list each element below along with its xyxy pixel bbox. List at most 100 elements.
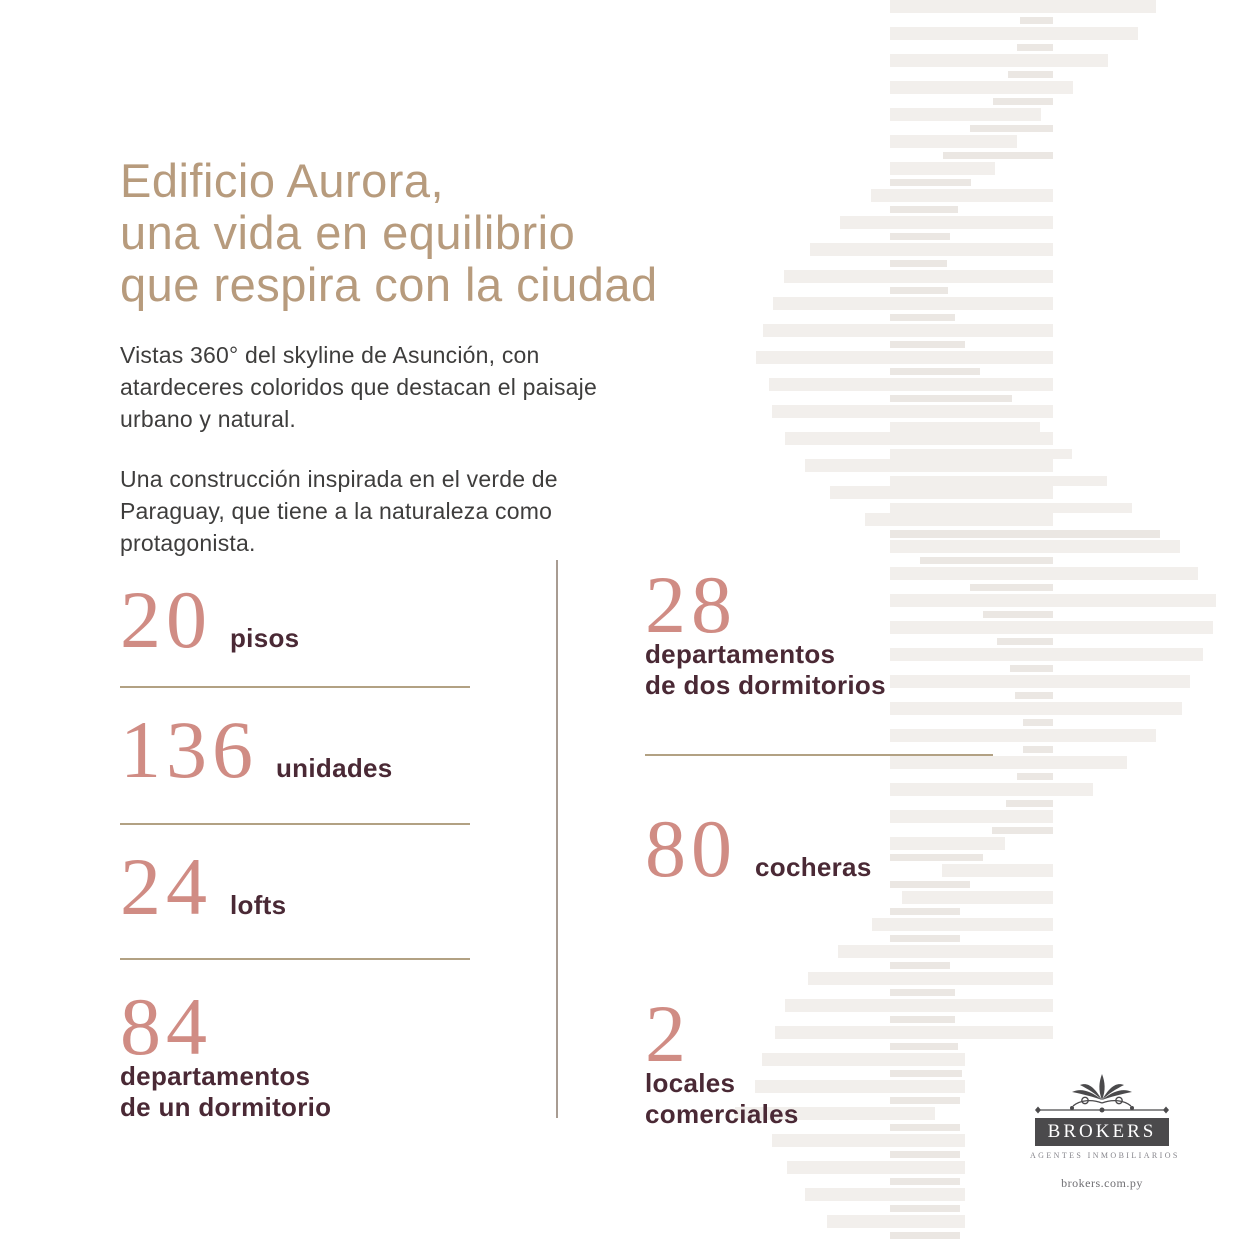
decor-bar <box>983 611 1053 618</box>
decor-bar <box>902 891 1053 904</box>
stat-value: 28 <box>645 559 737 650</box>
decor-bar <box>890 881 970 888</box>
stat-lofts: 24 lofts <box>120 846 287 928</box>
decor-bar <box>890 854 983 861</box>
stat-value: 80 <box>645 803 737 894</box>
stat-label: pisos <box>230 623 300 653</box>
decor-bar <box>872 918 1053 931</box>
logo-ornament-icon <box>1035 1074 1169 1114</box>
decor-bar <box>890 540 1180 553</box>
decor-bar <box>890 135 1017 148</box>
stat-label: lofts <box>230 890 287 920</box>
stat-label: locales <box>645 1068 736 1098</box>
decor-bar <box>890 756 1127 769</box>
intro-paragraph-construction: Una construcción inspirada en el verde d… <box>120 466 558 556</box>
logo-wordmark: BROKERS <box>1047 1121 1157 1142</box>
decor-bar <box>838 945 1053 958</box>
decor-bar <box>769 378 1053 391</box>
decor-bar <box>970 584 1053 591</box>
decor-bar <box>773 297 1053 310</box>
decor-bar <box>890 567 1198 580</box>
decor-bar <box>890 206 958 213</box>
decor-bar <box>1015 692 1053 699</box>
page-title: Edificio Aurora, una vida en equilibrio … <box>120 155 658 311</box>
stat-label: de dos dormitorios <box>645 670 886 700</box>
stat-unidades: 136 unidades <box>120 704 393 795</box>
decor-bar <box>890 341 965 348</box>
decor-bar <box>810 243 1053 256</box>
decor-bar <box>827 1215 965 1228</box>
decor-bar <box>865 513 1053 526</box>
decor-bar <box>1023 719 1053 726</box>
decor-bar <box>920 557 1053 564</box>
decor-bar <box>1020 17 1053 24</box>
decor-bar <box>763 324 1053 337</box>
page-title-line: Edificio Aurora, <box>120 154 445 208</box>
decor-bar <box>890 702 1182 715</box>
page-title-line: que respira con la ciudad <box>120 258 658 312</box>
stat-departamentos-dos-dormitorios: 28 departamentos de dos dormitorios <box>645 559 886 701</box>
decor-bar <box>1017 773 1053 780</box>
decor-bar <box>890 108 1041 121</box>
stat-departamentos-un-dormitorio: 84 departamentos de un dormitorio <box>120 981 332 1123</box>
decor-bar <box>762 1053 965 1066</box>
decor-bar <box>735 1107 935 1120</box>
page-title-line: una vida en equilibrio <box>120 206 576 260</box>
decor-bar <box>890 503 1132 513</box>
decor-bar <box>890 27 1138 40</box>
decor-bar <box>1006 800 1053 807</box>
decor-bar <box>890 314 955 321</box>
decor-bar <box>890 962 950 969</box>
decor-bar <box>890 594 1216 607</box>
decor-bar <box>1023 746 1053 753</box>
decor-bar <box>890 1151 960 1158</box>
stat-label: cocheras <box>755 852 872 882</box>
decor-bar <box>890 908 960 915</box>
stat-value: 2 <box>645 988 691 1079</box>
decor-bar <box>890 648 1203 661</box>
decor-bar <box>840 216 1053 229</box>
decor-bar <box>805 1188 965 1201</box>
column-divider <box>556 560 558 1118</box>
decor-bar <box>785 432 1053 445</box>
decor-bar <box>890 287 948 294</box>
decor-bar <box>1017 44 1053 51</box>
stat-label: de un dormitorio <box>120 1092 332 1122</box>
decor-bar <box>890 1178 960 1185</box>
decor-bar <box>890 54 1108 67</box>
decor-bar <box>890 179 971 186</box>
stat-value: 136 <box>120 704 258 795</box>
decor-bar <box>942 864 1053 877</box>
decor-bar <box>890 837 1005 850</box>
decor-bar <box>805 459 1053 472</box>
divider <box>645 754 993 756</box>
divider <box>120 686 470 688</box>
decor-bar <box>775 1026 1053 1039</box>
decor-bar <box>890 1043 958 1050</box>
stat-value: 20 <box>120 574 212 665</box>
decor-bar <box>993 98 1053 105</box>
decor-bar <box>890 476 1107 486</box>
stat-label: unidades <box>276 753 393 783</box>
decor-bar <box>890 621 1213 634</box>
divider <box>120 958 470 960</box>
stat-pisos: 20 pisos <box>120 574 300 665</box>
stat-value: 84 <box>120 981 212 1072</box>
decor-bar <box>890 1016 955 1023</box>
decor-bar <box>1010 665 1053 672</box>
decor-bar <box>890 1070 962 1077</box>
decor-bar <box>997 638 1053 645</box>
decor-bar <box>890 1232 960 1239</box>
decor-bar <box>756 351 1053 364</box>
decor-bar <box>890 422 1040 432</box>
stat-locales-comerciales: 2 locales comerciales <box>645 988 799 1130</box>
decor-bar <box>890 0 1156 13</box>
decor-bar <box>787 1161 965 1174</box>
decor-bar <box>890 783 1093 796</box>
stat-cocheras: 80 cocheras <box>645 803 872 894</box>
decor-bar <box>808 972 1053 985</box>
decor-bar <box>784 270 1053 283</box>
decor-bar <box>1008 71 1053 78</box>
